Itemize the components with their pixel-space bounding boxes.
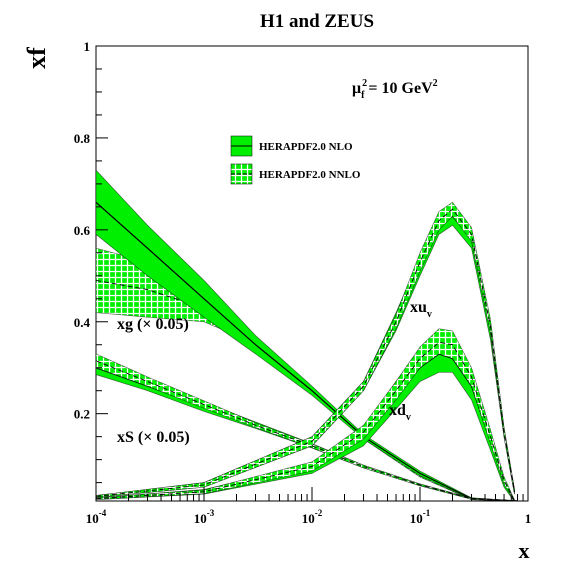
xuv-label: xuv — [410, 299, 432, 320]
y-tick-label: 0.6 — [74, 223, 91, 238]
xuv_nnlo-band — [96, 201, 515, 498]
x-tick-label: 1 — [525, 511, 532, 526]
x-axis-label: x — [519, 538, 530, 563]
y-tick-label: 1 — [84, 39, 91, 54]
xdv_nnlo-band — [96, 328, 515, 501]
xdv-label: xdv — [389, 402, 411, 423]
legend-label-1: HERAPDF2.0 NLO — [259, 141, 353, 153]
chart-title: H1 and ZEUS — [260, 11, 374, 32]
legend: HERAPDF2.0 NLO HERAPDF2.0 NNLO — [230, 135, 361, 185]
xg-label: xg (× 0.05) — [117, 316, 189, 333]
xs-label: xS (× 0.05) — [117, 429, 190, 446]
x-tick-label: 10-4 — [86, 508, 107, 526]
x-tick-label: 10-2 — [302, 508, 323, 526]
y-tick-label: 0.4 — [74, 315, 91, 330]
y-tick-label: 0.2 — [74, 407, 90, 422]
xdv_nnlo-central-line — [96, 341, 515, 501]
y-axis-label: xf — [22, 47, 51, 69]
x-tick-label: 10-3 — [194, 508, 215, 526]
xuv_nnlo-central-line — [96, 208, 515, 497]
legend-label-2: HERAPDF2.0 NNLO — [259, 169, 361, 181]
scale-annotation: μ2 f = 10 GeV2 — [352, 78, 438, 101]
y-tick-label: 0.8 — [74, 131, 91, 146]
x-tick-label: 10-1 — [410, 508, 431, 526]
xg_nlo-central-line — [96, 201, 518, 501]
xs_nnlo-band — [96, 353, 518, 501]
